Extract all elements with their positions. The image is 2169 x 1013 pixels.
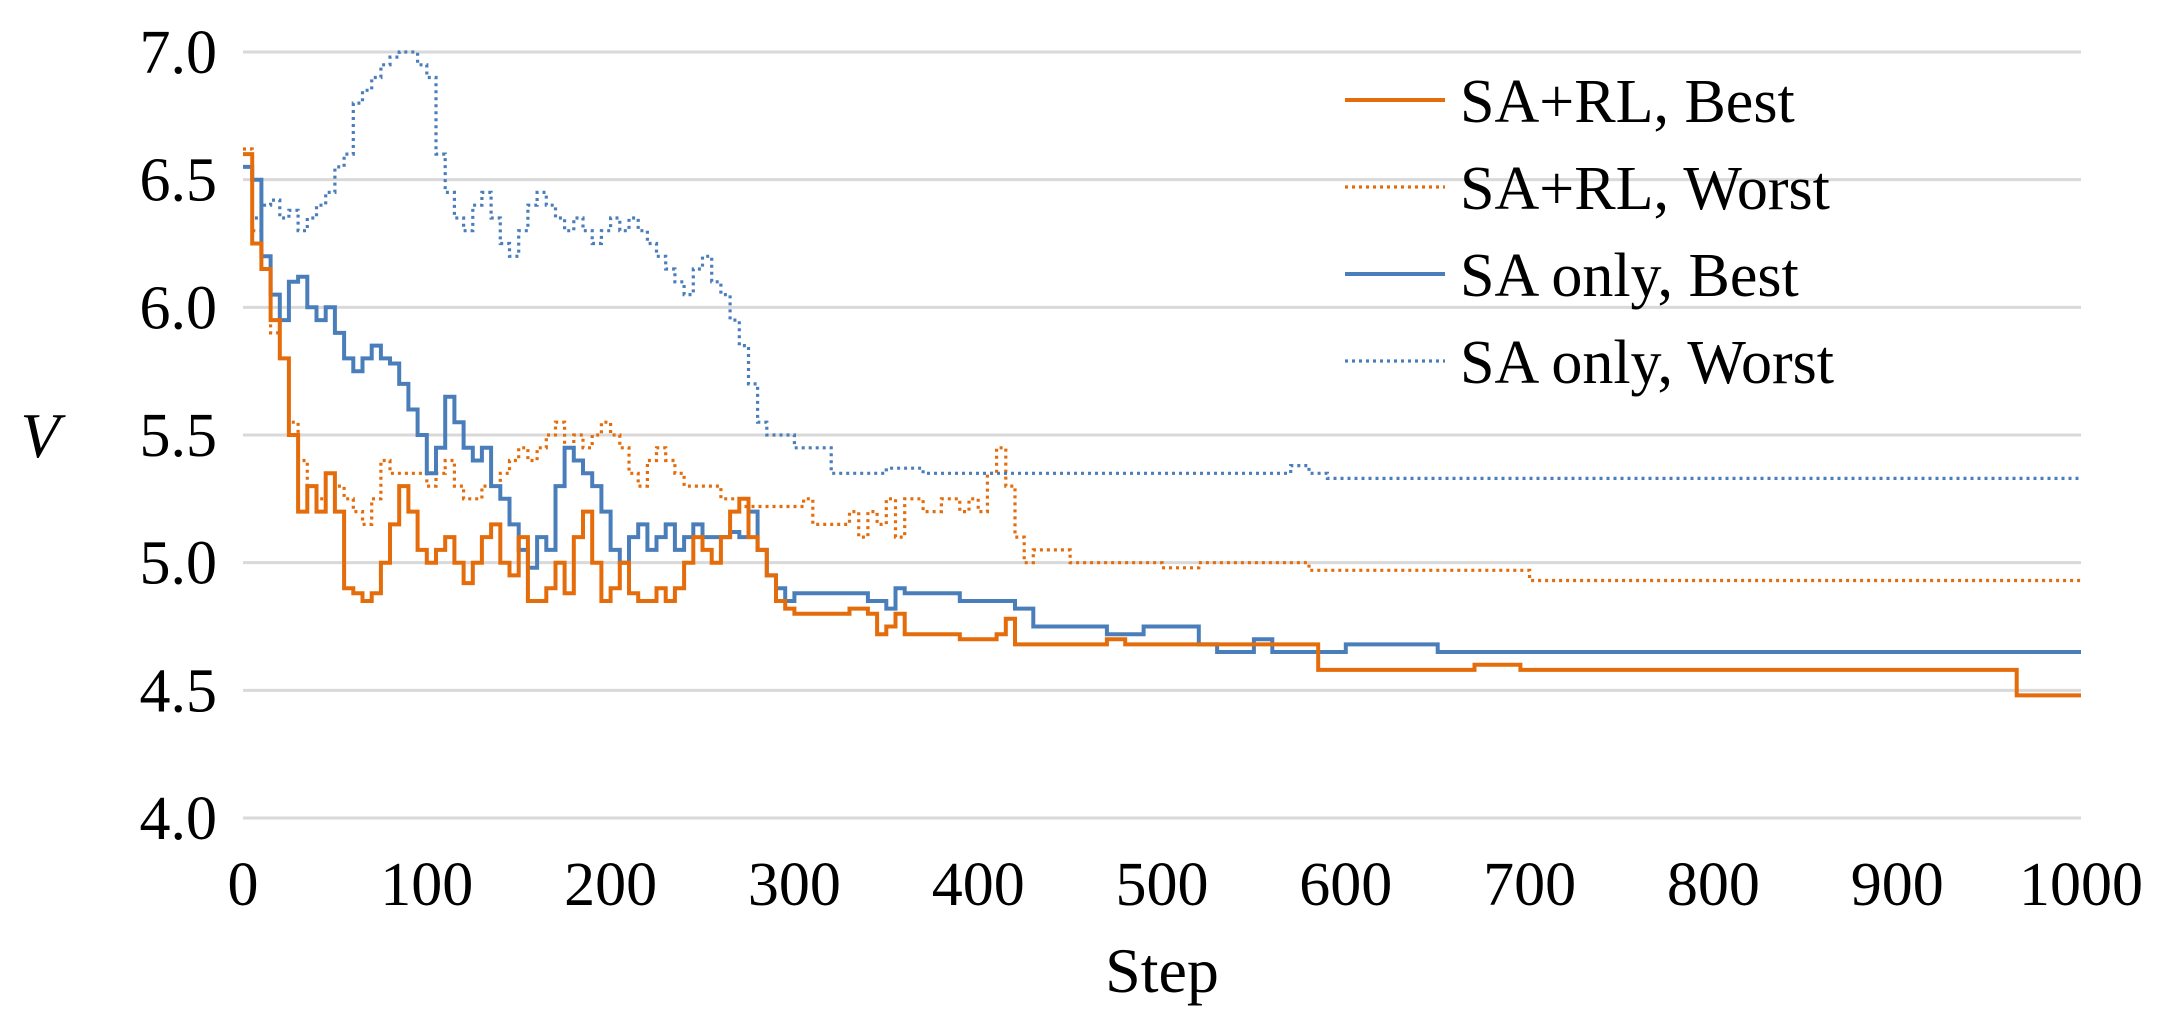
legend-label: SA+RL, Best bbox=[1460, 68, 1795, 136]
x-tick-label: 1000 bbox=[2019, 851, 2143, 919]
legend-label: SA only, Worst bbox=[1460, 329, 1834, 397]
x-tick-label: 100 bbox=[380, 851, 473, 919]
x-tick-label: 600 bbox=[1299, 851, 1392, 919]
x-axis-label: Step bbox=[1105, 935, 1219, 1006]
series-lines bbox=[243, 50, 2081, 698]
x-tick-label: 300 bbox=[748, 851, 841, 919]
series-line-2 bbox=[243, 164, 2081, 654]
y-tick-label: 4.5 bbox=[140, 657, 218, 725]
series-line-3 bbox=[243, 50, 2081, 480]
series-line-1 bbox=[243, 147, 2081, 583]
y-tick-label: 6.0 bbox=[140, 274, 218, 342]
x-tick-label: 900 bbox=[1851, 851, 1944, 919]
x-tick-label: 800 bbox=[1667, 851, 1760, 919]
y-tick-label: 5.5 bbox=[140, 402, 218, 470]
series-line-0 bbox=[243, 152, 2081, 698]
y-tick-labels: 4.0 4.5 5.0 5.5 6.0 6.5 7.0 bbox=[140, 19, 218, 853]
x-tick-label: 700 bbox=[1483, 851, 1576, 919]
y-axis-label: V bbox=[20, 400, 66, 471]
legend: SA+RL, Best SA+RL, Worst SA only, Best SA o… bbox=[1345, 68, 1834, 397]
y-tick-label: 5.0 bbox=[140, 530, 218, 598]
y-tick-label: 6.5 bbox=[140, 147, 218, 215]
x-tick-labels: 0 100 200 300 400 500 600 700 800 900 1000 bbox=[228, 851, 2144, 919]
y-tick-label: 4.0 bbox=[140, 785, 218, 853]
x-tick-label: 0 bbox=[228, 851, 259, 919]
legend-label: SA only, Best bbox=[1460, 242, 1799, 310]
legend-label: SA+RL, Worst bbox=[1460, 155, 1830, 223]
x-tick-label: 500 bbox=[1116, 851, 1209, 919]
y-tick-label: 7.0 bbox=[140, 19, 218, 87]
x-tick-label: 400 bbox=[932, 851, 1025, 919]
x-tick-label: 200 bbox=[564, 851, 657, 919]
